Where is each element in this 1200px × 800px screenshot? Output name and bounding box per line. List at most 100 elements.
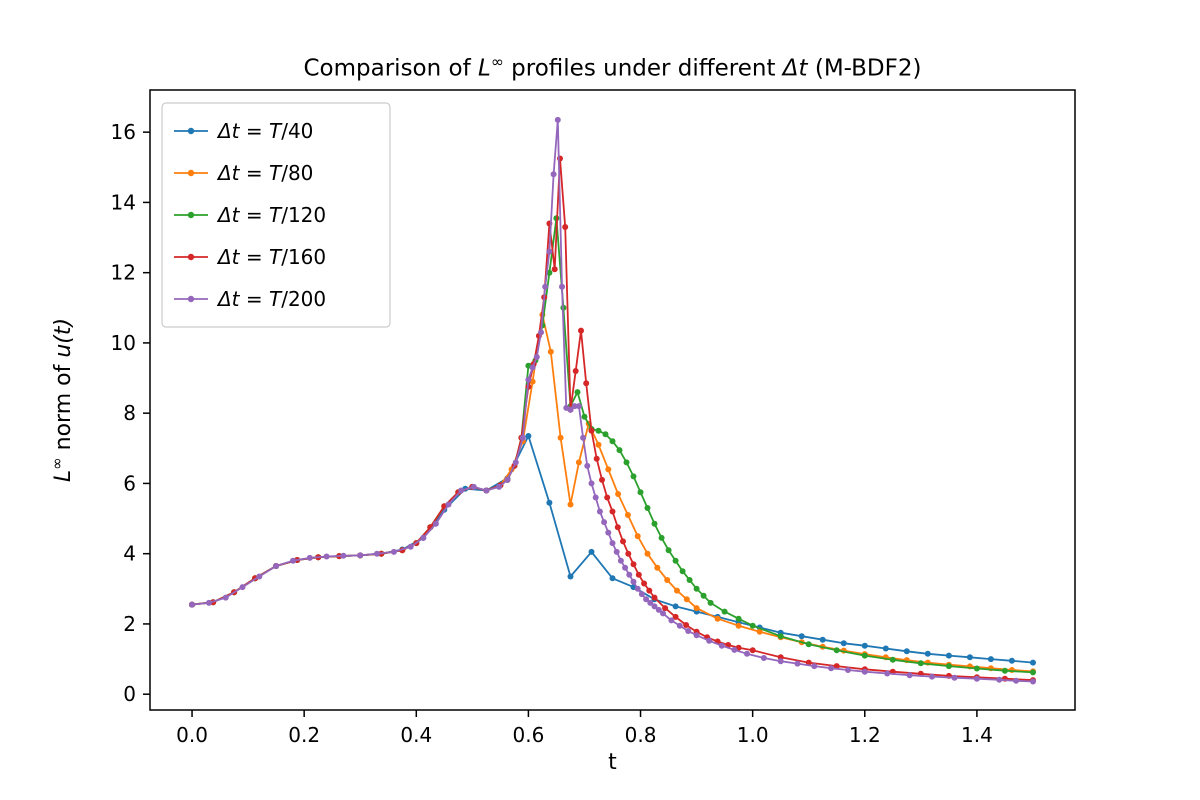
- ylabel-text: norm of: [51, 357, 77, 458]
- title-infinity-superscript: ∞: [490, 52, 504, 71]
- data-point: [609, 438, 616, 445]
- data-point: [668, 617, 675, 624]
- data-point: [644, 550, 651, 557]
- title-text-post: (M-BDF2): [807, 55, 922, 82]
- data-point: [222, 594, 229, 601]
- data-point: [651, 603, 658, 610]
- data-point: [340, 552, 347, 559]
- data-point: [805, 641, 812, 648]
- y-tick-label: 6: [123, 471, 136, 495]
- data-point: [966, 654, 973, 661]
- series-dt-T200: [189, 116, 1036, 685]
- data-point: [718, 642, 725, 649]
- data-point: [658, 534, 665, 541]
- data-point: [679, 568, 686, 575]
- series-line-dt-T40: [191, 435, 1034, 664]
- x-axis-label: t: [608, 750, 617, 775]
- data-point: [721, 608, 728, 615]
- data-point: [407, 543, 414, 550]
- data-point: [861, 642, 868, 649]
- data-point: [542, 283, 549, 290]
- data-point: [945, 652, 952, 659]
- data-point: [833, 647, 840, 654]
- legend-entry-dt-T200: Δt = T/200: [174, 287, 326, 311]
- data-point: [683, 622, 690, 628]
- data-point: [637, 489, 644, 496]
- y-tick-label: 0: [123, 682, 136, 706]
- data-point: [665, 547, 672, 554]
- data-point: [651, 594, 658, 601]
- y-tick-label: 14: [111, 190, 136, 214]
- data-point: [593, 455, 600, 462]
- data-point: [583, 380, 590, 387]
- ylabel-L-symbol: L: [51, 469, 77, 483]
- data-point: [638, 591, 645, 598]
- data-point: [572, 368, 579, 374]
- data-point: [884, 670, 891, 677]
- legend-marker: [187, 169, 195, 177]
- data-point: [828, 665, 835, 672]
- data-point: [693, 632, 700, 639]
- data-point: [609, 508, 616, 515]
- data-point: [625, 550, 632, 557]
- data-point: [634, 585, 641, 592]
- data-point: [1001, 667, 1008, 674]
- data-point: [686, 577, 693, 583]
- legend-marker: [187, 295, 195, 303]
- data-point: [777, 633, 784, 640]
- legend-entry-dt-T80: Δt = T/80: [174, 161, 313, 185]
- data-point: [546, 248, 553, 255]
- data-point: [605, 529, 612, 536]
- data-point: [660, 610, 666, 617]
- data-point: [674, 587, 680, 594]
- data-point: [554, 116, 561, 123]
- data-point: [529, 364, 536, 371]
- data-point: [588, 548, 595, 555]
- y-tick-label: 10: [111, 331, 136, 355]
- data-point: [620, 538, 626, 545]
- data-point: [420, 534, 427, 541]
- data-point: [504, 476, 511, 483]
- data-point: [794, 660, 801, 667]
- ylabel-infinity-superscript: ∞: [47, 457, 66, 470]
- data-point: [630, 561, 637, 568]
- data-point: [731, 646, 738, 653]
- x-tick-label: 0.6: [513, 723, 545, 747]
- legend: Δt = T/40 Δt = T/80 Δt = T/120 Δt = T/160 Δt…: [161, 102, 391, 328]
- data-point: [519, 434, 526, 441]
- legend-label: Δt = T/160: [216, 245, 326, 269]
- data-point: [973, 665, 980, 672]
- data-point: [609, 540, 616, 547]
- data-point: [525, 433, 532, 439]
- data-point: [672, 613, 679, 620]
- y-axis-label: L∞ norm of u(t): [48, 318, 76, 482]
- data-point: [189, 601, 195, 608]
- data-point: [845, 667, 851, 673]
- data-point: [714, 615, 721, 622]
- data-point: [496, 483, 502, 490]
- data-point: [575, 459, 582, 466]
- data-point: [622, 564, 629, 571]
- data-point: [643, 596, 650, 603]
- title-text: Comparison of: [303, 55, 478, 82]
- legend-label: Δt = T/120: [216, 203, 326, 227]
- data-point: [707, 599, 714, 606]
- data-point: [646, 587, 653, 594]
- data-point: [601, 519, 608, 526]
- data-point: [973, 675, 980, 682]
- data-point: [630, 578, 637, 585]
- data-point: [840, 640, 847, 647]
- data-point: [557, 434, 564, 441]
- data-point: [861, 668, 868, 675]
- legend-marker: [187, 127, 195, 135]
- data-point: [470, 483, 477, 490]
- data-point: [1008, 657, 1015, 664]
- data-point: [1030, 659, 1036, 666]
- data-point: [604, 494, 611, 501]
- data-point: [580, 434, 587, 441]
- data-point: [1030, 678, 1036, 685]
- data-point: [605, 466, 612, 473]
- legend-marker: [187, 211, 195, 219]
- data-point: [654, 564, 661, 571]
- y-tick-label: 2: [123, 612, 136, 636]
